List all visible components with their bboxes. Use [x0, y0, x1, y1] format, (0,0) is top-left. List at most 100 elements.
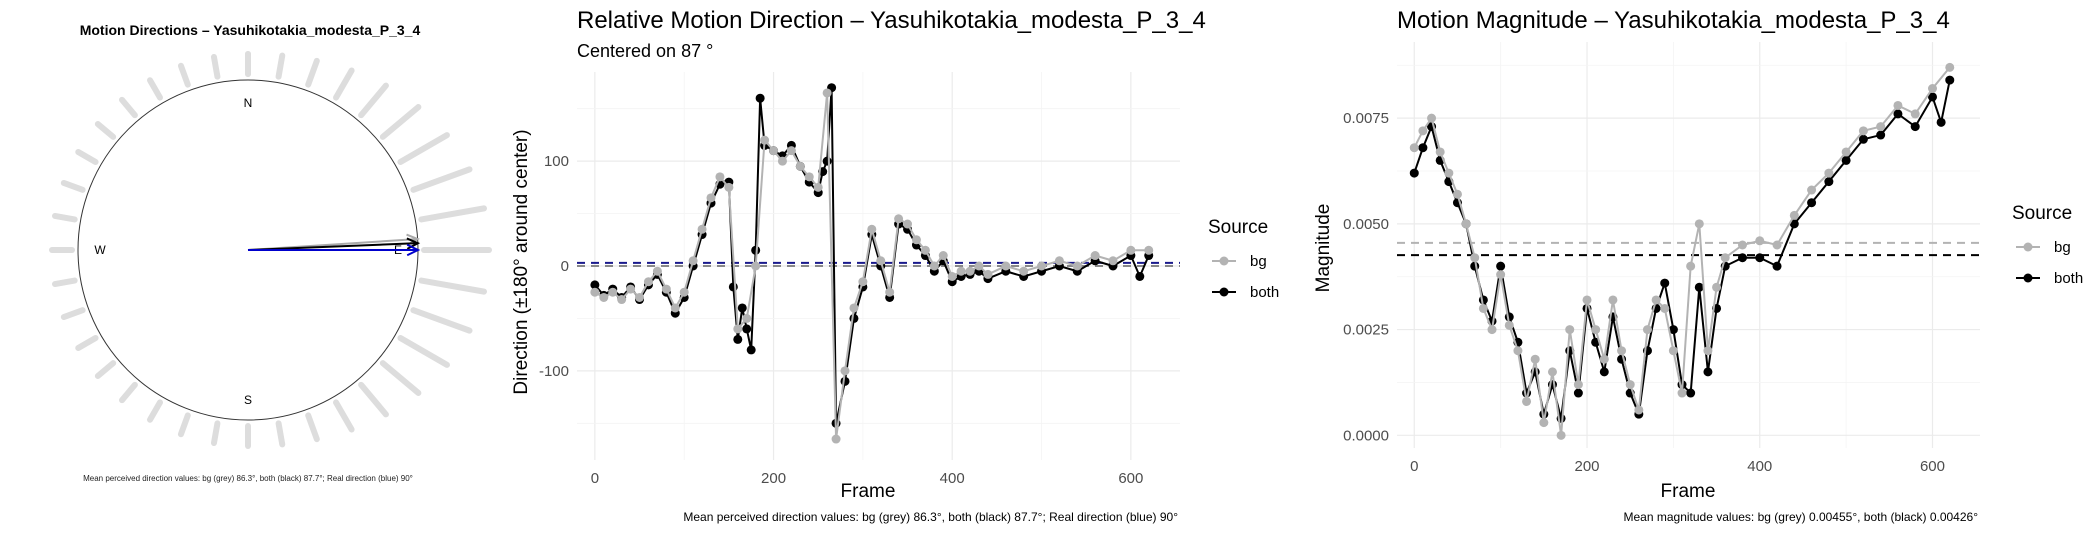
series-point-bg	[706, 193, 716, 203]
arrow-real-head	[406, 243, 421, 257]
magnitude-legend-title: Source	[2012, 203, 2072, 224]
compass-ray	[147, 399, 163, 423]
series-point-bg	[1418, 126, 1428, 136]
compass-ray	[333, 399, 355, 433]
series-point-bg	[1054, 256, 1064, 266]
direction-caption: Mean perceived direction values: bg (gre…	[683, 510, 1178, 524]
compass-ray	[60, 307, 86, 321]
series-point-bg	[1478, 303, 1488, 313]
series-point-both	[1409, 168, 1419, 178]
series-point-bg	[1547, 367, 1557, 377]
series-point-bg	[688, 256, 698, 266]
series-point-bg	[804, 172, 814, 182]
series-point-both	[1876, 130, 1886, 140]
series-point-bg	[1090, 251, 1100, 261]
series-point-bg	[929, 261, 939, 271]
magnitude-caption: Mean magnitude values: bg (grey) 0.00455…	[1624, 510, 1979, 524]
compass-ray	[119, 96, 138, 119]
magnitude-tick-labels: 0 200 400 600 0.0000 0.0025 0.0050 0.0075	[1343, 110, 1945, 475]
series-point-bg	[1539, 418, 1549, 428]
x-tick-label: 400	[1747, 458, 1772, 475]
series-point-bg	[1858, 126, 1868, 136]
y-tick-label: 0.0000	[1343, 427, 1389, 444]
series-point-bg	[1712, 282, 1722, 292]
x-tick-label: 0	[591, 470, 599, 487]
series-point-bg	[947, 271, 957, 281]
series-point-bg	[1625, 380, 1635, 390]
series-point-bg	[1144, 245, 1154, 255]
direction-legend-title: Source	[1208, 217, 1268, 238]
compass-ray	[94, 360, 117, 379]
series-point-both	[1945, 75, 1955, 85]
series-point-bg	[1945, 62, 1955, 72]
series-point-bg	[1772, 240, 1782, 250]
series-point-bg	[1487, 325, 1497, 335]
series-point-both	[1841, 155, 1851, 165]
compass-ray	[397, 335, 450, 368]
series-point-bg	[679, 287, 689, 297]
series-point-bg	[643, 277, 653, 287]
compass-label-west: W	[94, 243, 106, 257]
series-point-bg	[1496, 270, 1506, 280]
series-point-both	[822, 156, 832, 166]
series-point-bg	[965, 266, 975, 276]
series-point-bg	[1573, 380, 1583, 390]
series-point-both	[1910, 122, 1920, 132]
series-point-bg	[1668, 346, 1678, 356]
compass-ray	[358, 381, 389, 418]
legend-swatch-both-point	[1219, 287, 1229, 297]
y-tick-label: 0	[561, 258, 569, 275]
series-point-bg	[1634, 405, 1644, 415]
legend-swatch-both-point	[2023, 273, 2033, 283]
series-point-bg	[1737, 240, 1747, 250]
direction-subtitle: Centered on 87 °	[577, 41, 713, 61]
compass-ray	[147, 77, 163, 101]
direction-title: Relative Motion Direction – Yasuhikotaki…	[577, 7, 1206, 34]
series-point-bg	[617, 295, 627, 305]
series-point-bg	[661, 284, 671, 294]
direction-ylabel: Direction (±180° around center)	[511, 129, 532, 394]
series-point-bg	[652, 266, 662, 276]
series-point-both	[1772, 261, 1782, 271]
compass-caption: Mean perceived direction values: bg (gre…	[83, 474, 413, 483]
series-point-both	[1694, 282, 1704, 292]
magnitude-title: Motion Magnitude – Yasuhikotakia_modesta…	[1397, 7, 1950, 34]
series-point-bg	[697, 224, 707, 234]
series-point-bg	[1461, 219, 1471, 229]
y-tick-label: 100	[544, 153, 569, 170]
series-point-both	[849, 313, 859, 323]
compass-ray	[305, 57, 320, 88]
series-point-bg	[885, 287, 895, 297]
legend-swatch-bg-point	[1219, 256, 1229, 266]
series-point-both	[1858, 134, 1868, 144]
series-point-bg	[983, 269, 993, 279]
series-point-bg	[608, 287, 618, 297]
series-point-bg	[822, 88, 832, 98]
series-point-both	[1737, 253, 1747, 263]
compass-ray	[51, 277, 78, 288]
compass-ray	[358, 82, 389, 119]
compass-panel: Motion Directions – Yasuhikotakia_modest…	[49, 22, 492, 483]
compass-ray	[94, 121, 117, 140]
series-point-bg	[813, 182, 823, 192]
series-point-bg	[1608, 295, 1618, 305]
compass-ray	[275, 420, 286, 448]
series-point-bg	[938, 251, 948, 261]
series-point-bg	[590, 287, 600, 297]
direction-series	[590, 83, 1154, 444]
y-tick-label: 0.0025	[1343, 322, 1389, 339]
y-tick-label: 0.0075	[1343, 110, 1389, 127]
series-point-bg	[1686, 261, 1696, 271]
magnitude-gridlines	[1397, 42, 1980, 448]
series-point-bg	[1876, 122, 1886, 132]
compass-ray	[275, 52, 286, 80]
series-point-bg	[1513, 346, 1523, 356]
compass-ray	[410, 166, 473, 193]
series-point-both	[746, 345, 756, 355]
series-point-both	[1135, 271, 1145, 281]
arrow-both	[247, 242, 418, 251]
series-point-bg	[867, 224, 877, 234]
series-point-bg	[1470, 253, 1480, 263]
series-point-bg	[1677, 388, 1687, 398]
compass-ray	[60, 179, 86, 193]
